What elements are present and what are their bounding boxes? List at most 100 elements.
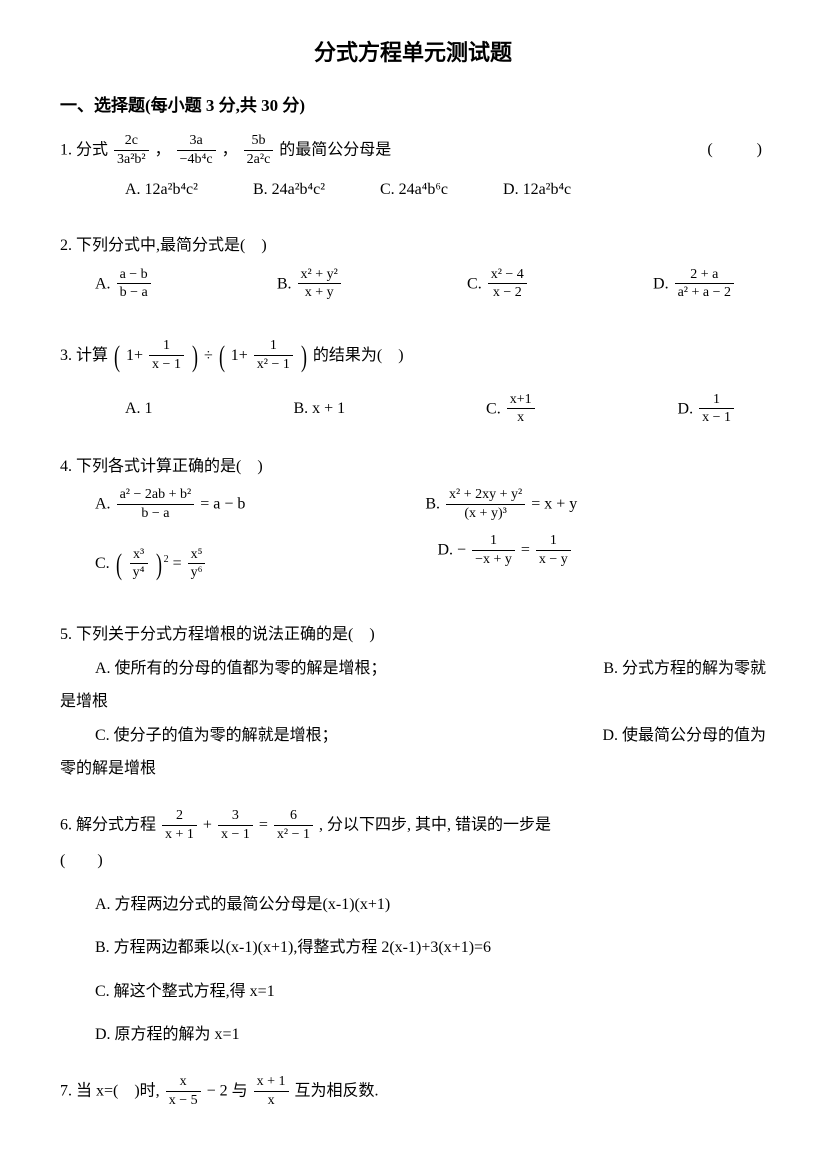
frac-num: x³ [130,547,148,565]
q6-opt-a: A. 方程两边分式的最简公分母是(x-1)(x+1) [95,888,766,922]
frac-num: 6 [274,808,313,826]
q1-opt-b: B. 24a²b⁴c² [253,173,325,207]
q3-div: ÷ [204,347,213,364]
q1-sep-1: ， [155,142,171,159]
plus-sign: + [203,817,216,834]
frac-den: x + y [298,284,341,302]
q2-stem: 2. 下列分式中,最简分式是( ) [60,229,766,263]
opt-label: A. [95,496,111,513]
q1-frac-3: 5b 2a²c [244,133,274,169]
opt-label: B. [277,275,292,292]
eq-sign: = [259,817,272,834]
q6-opt-c: C. 解这个整式方程,得 x=1 [95,975,766,1009]
question-3: 3. 计算 ( 1+ 1x − 1 ) ÷ ( 1+ 1x² − 1 ) 的结果… [60,325,766,428]
eq-sign: = [521,542,534,559]
opt-label: C. [95,555,110,572]
frac-num: 3a [177,133,216,151]
q1-opt-a: A. 12a²b⁴c² [125,173,198,207]
q5-opt-a: A. 使所有的分母的值都为零的解是增根； [95,652,387,686]
q1-stem-post: 的最简公分母是 [279,142,391,159]
frac-den: x − 2 [488,284,527,302]
frac-den: x² − 1 [254,356,293,374]
q6-opt-b: B. 方程两边都乘以(x-1)(x+1),得整式方程 2(x-1)+3(x+1)… [95,931,766,965]
left-paren: ( [219,325,225,388]
q7-stem-pre: 7. 当 x=( )时, [60,1083,160,1100]
frac-num: 2 [162,808,197,826]
q3-opt-c: C. x+1x [486,392,537,428]
frac-den: x − 1 [699,409,734,427]
q5-opt-b-part1: B. 分式方程的解为零就 [603,652,766,686]
opt-post: = x + y [531,496,577,513]
q6-stem-pre: 6. 解分式方程 [60,817,156,834]
q7-stem-post: 互为相反数. [295,1083,379,1100]
question-4: 4. 下列各式计算正确的是( ) A. a² − 2ab + b²b − a =… [60,450,766,597]
q1-options: A. 12a²b⁴c² B. 24a²b⁴c² C. 24a⁴b⁶c D. 12… [125,173,766,207]
left-paren: ( [114,325,120,388]
frac-den: 3a²b² [114,151,149,169]
question-2: 2. 下列分式中,最简分式是( ) A. a − bb − a B. x² + … [60,229,766,303]
q3-p2-pre: 1+ [231,347,248,364]
frac-num: 5b [244,133,274,151]
frac-num: 1 [699,392,734,410]
frac-num: 3 [218,808,253,826]
frac-den: x² − 1 [274,826,313,844]
frac-num: 2 + a [675,267,734,285]
q1-frac-1: 2c 3a²b² [114,133,149,169]
q7-mid: − 2 与 [207,1083,248,1100]
opt-label: D. [437,542,453,559]
q5-opt-b-part2: 是增根 [60,685,766,719]
q2-opt-b: B. x² + y²x + y [277,267,343,303]
frac-num: x⁵ [188,547,206,565]
q3-options: A. 1 B. x + 1 C. x+1x D. 1x − 1 [125,392,766,428]
frac-den: a² + a − 2 [675,284,734,302]
frac-den: y⁴ [130,564,148,582]
q4-row2: C. ( x³y⁴ )2 = x⁵y⁶ D. − 1−x + y = 1x − … [95,533,766,596]
frac-num: 1 [254,338,293,356]
right-paren: ) [301,325,307,388]
frac-num: x² − 4 [488,267,527,285]
exponent: 2 [164,554,169,565]
q2-opt-d: D. 2 + aa² + a − 2 [653,267,736,303]
frac-num: x² + 2xy + y² [446,487,525,505]
q3-opt-b: B. x + 1 [293,392,345,428]
frac-den: x − 1 [218,826,253,844]
q2-opt-c: C. x² − 4x − 2 [467,267,529,303]
frac-num: x+1 [507,392,535,410]
opt-label: B. [425,496,440,513]
right-paren: ) [192,325,198,388]
frac-num: 1 [536,533,571,551]
neg-sign: − [457,542,466,559]
frac-num: 1 [149,338,184,356]
section-1-header: 一、选择题(每小题 3 分,共 30 分) [60,92,766,119]
exam-title: 分式方程单元测试题 [60,35,766,70]
frac-den: −4b⁴c [177,151,216,169]
opt-post: = a − b [200,496,245,513]
q5-stem: 5. 下列关于分式方程增根的说法正确的是( ) [60,618,766,652]
frac-den: x − 1 [149,356,184,374]
q5-opt-d-part2: 零的解是增根 [60,752,766,786]
opt-label: C. [467,275,482,292]
frac-num: 2c [114,133,149,151]
frac-den: x − y [536,551,571,569]
q4-opt-a: A. a² − 2ab + b²b − a = a − b [95,487,245,523]
question-7: 7. 当 x=( )时, xx − 5 − 2 与 x + 1x 互为相反数. [60,1074,766,1110]
q2-opt-a: A. a − bb − a [95,267,153,303]
q6-answer-blank: ( ) [60,844,766,878]
opt-label: A. [95,275,111,292]
q1-opt-c: C. 24a⁴b⁶c [380,173,448,207]
q5-line2: C. 使分子的值为零的解就是增根； D. 使最简公分母的值为 [95,719,766,753]
q1-sep-2: ， [222,142,238,159]
frac-num: x + 1 [254,1074,289,1092]
q1-stem-pre: 1. 分式 [60,142,108,159]
question-6: 6. 解分式方程 2x + 1 + 3x − 1 = 6x² − 1 , 分以下… [60,808,766,1052]
q3-opt-d: D. 1x − 1 [678,392,736,428]
q4-opt-c: C. ( x³y⁴ )2 = x⁵y⁶ [95,533,207,596]
frac-den: (x + y)³ [446,505,525,523]
q1-frac-2: 3a −4b⁴c [177,133,216,169]
frac-den: x + 1 [162,826,197,844]
frac-den: x [254,1092,289,1110]
frac-den: −x + y [472,551,515,569]
q3-p1-pre: 1+ [126,347,143,364]
frac-den: x − 5 [166,1092,201,1110]
frac-num: x [166,1074,201,1092]
